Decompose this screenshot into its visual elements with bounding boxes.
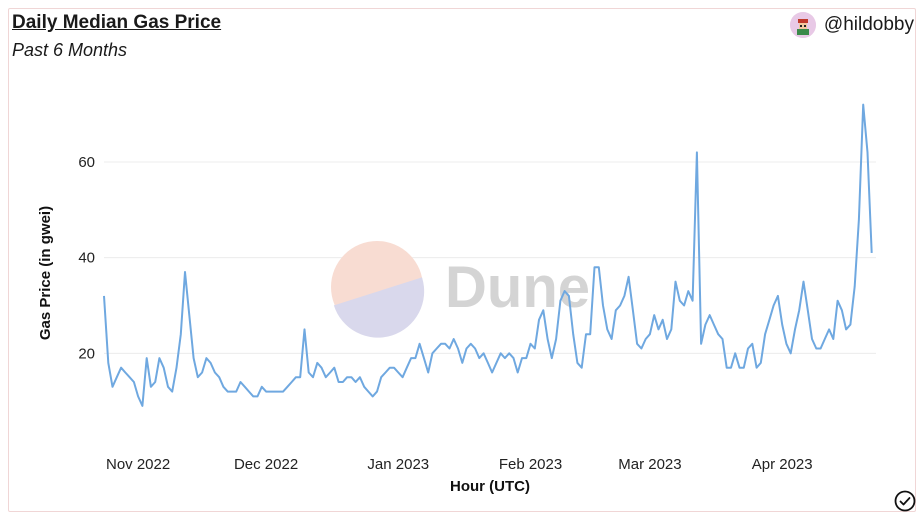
x-tick-label: Nov 2022 (106, 456, 170, 473)
checkmark-circle-icon[interactable] (894, 490, 916, 512)
y-tick-label: 40 (78, 250, 95, 267)
x-axis-title: Hour (UTC) (450, 478, 530, 495)
y-axis-ticks: 20 40 60 (78, 154, 95, 362)
user-badge[interactable]: @hildobby (789, 12, 914, 38)
x-tick-label: Jan 2023 (367, 456, 429, 473)
x-tick-label: Mar 2023 (618, 456, 681, 473)
y-tick-label: 20 (78, 345, 95, 362)
watermark: Dune (331, 241, 590, 338)
x-tick-label: Feb 2023 (499, 456, 562, 473)
watermark-logo-lower (333, 277, 425, 338)
x-axis-ticks: Nov 2022 Dec 2022 Jan 2023 Feb 2023 Mar 2023… (106, 456, 813, 473)
avatar-graphic (789, 12, 816, 38)
user-handle[interactable]: @hildobby (823, 14, 914, 35)
watermark-text: Dune (445, 255, 590, 320)
y-axis-title: Gas Price (in gwei) (37, 206, 54, 340)
chart-card (8, 8, 916, 512)
chart-subtitle: Past 6 Months (12, 40, 128, 60)
series-line (103, 103, 873, 407)
chart-title[interactable]: Daily Median Gas Price (12, 12, 222, 33)
x-tick-label: Dec 2022 (234, 456, 298, 473)
y-tick-label: 60 (78, 154, 95, 171)
user-avatar-icon[interactable] (789, 12, 816, 38)
x-tick-label: Apr 2023 (752, 456, 813, 473)
